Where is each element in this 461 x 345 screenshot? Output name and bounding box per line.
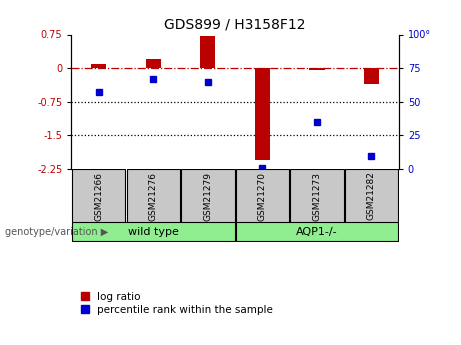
Text: genotype/variation ▶: genotype/variation ▶ xyxy=(5,227,108,237)
Text: wild type: wild type xyxy=(128,227,179,237)
FancyBboxPatch shape xyxy=(181,169,235,221)
Legend: log ratio, percentile rank within the sample: log ratio, percentile rank within the sa… xyxy=(77,288,278,319)
Text: AQP1-/-: AQP1-/- xyxy=(296,227,338,237)
FancyBboxPatch shape xyxy=(72,169,125,221)
Text: GSM21279: GSM21279 xyxy=(203,171,213,220)
Text: GSM21276: GSM21276 xyxy=(149,171,158,220)
Text: GSM21266: GSM21266 xyxy=(94,171,103,220)
Bar xyxy=(255,68,270,160)
FancyBboxPatch shape xyxy=(236,223,398,241)
Bar xyxy=(309,68,325,70)
Text: GSM21270: GSM21270 xyxy=(258,171,267,220)
Title: GDS899 / H3158F12: GDS899 / H3158F12 xyxy=(165,18,306,32)
Text: GSM21273: GSM21273 xyxy=(313,171,321,220)
FancyBboxPatch shape xyxy=(72,223,235,241)
Bar xyxy=(91,63,106,68)
FancyBboxPatch shape xyxy=(345,169,398,221)
FancyBboxPatch shape xyxy=(236,169,289,221)
Bar xyxy=(200,36,215,68)
FancyBboxPatch shape xyxy=(127,169,180,221)
FancyBboxPatch shape xyxy=(290,169,343,221)
Text: GSM21282: GSM21282 xyxy=(367,171,376,220)
Bar xyxy=(146,59,161,68)
Bar xyxy=(364,68,379,84)
